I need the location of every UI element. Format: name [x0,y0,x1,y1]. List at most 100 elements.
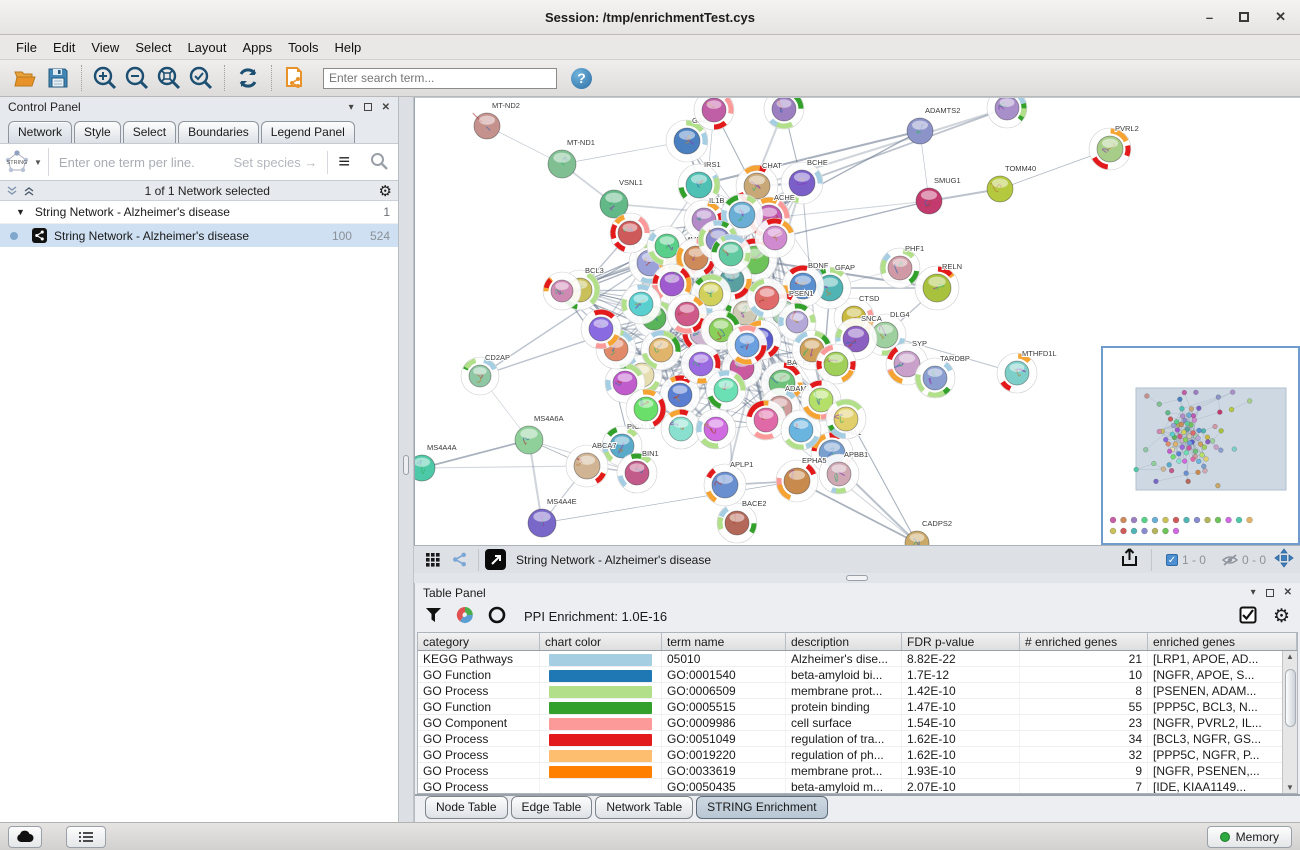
table-panel-maximize-icon[interactable] [1265,588,1274,597]
network-node-pvrl2[interactable]: PVRL2 [1088,123,1140,171]
panel-float-icon[interactable]: ▾ [348,101,354,113]
menu-item-file[interactable]: File [16,39,37,55]
network-node[interactable] [763,98,805,130]
column-header-term-name[interactable]: term name [662,633,786,650]
table-row[interactable]: GO Process GO:0050435 beta-amyloid m... 2.0… [418,779,1297,793]
export-network-icon[interactable] [1119,548,1141,571]
network-node-apbb1[interactable]: APBB1 [818,449,869,495]
network-node[interactable] [695,408,737,450]
column-header-description[interactable]: description [786,633,902,650]
save-session-button[interactable] [42,63,74,93]
table-tab-node-table[interactable]: Node Table [425,796,508,819]
network-node-ms4a6a[interactable]: MS4A6A [514,413,565,455]
network-node-tardbp[interactable]: TARDBP [914,353,971,399]
network-node-tomm40[interactable]: TOMM40 [986,163,1037,203]
filter-icon[interactable] [425,607,442,626]
expand-all-icon[interactable] [23,185,36,197]
network-node[interactable] [815,343,857,385]
network-node[interactable] [745,399,787,441]
tab-select[interactable]: Select [122,121,177,143]
network-node[interactable] [746,277,788,319]
table-row[interactable]: GO Process GO:0033619 membrane prot... 1.93… [418,763,1297,779]
panel-maximize-icon[interactable] [363,103,372,111]
network-node[interactable] [666,293,708,335]
network-node-bace2[interactable]: BACE2 [716,498,768,544]
network-node-abca7[interactable]: ABCA7 [565,440,618,488]
network-node[interactable] [680,343,722,385]
network-node-bche[interactable]: BCHE [780,157,829,205]
network-canvas[interactable]: MT-ND2MT-ND1VSNL1GAB2ADAMTS2PVRL2TOMM40S… [414,97,1300,545]
memory-button[interactable]: Memory [1206,825,1292,848]
network-node-adamts2[interactable]: ADAMTS2 [906,105,961,145]
close-button[interactable]: ✕ [1275,9,1286,24]
scroll-up-icon[interactable]: ▲ [1286,652,1294,661]
table-tab-edge-table[interactable]: Edge Table [510,796,593,819]
network-node[interactable] [625,388,667,430]
selected-checkbox-icon[interactable]: ✓ [1165,553,1178,566]
pan-navigation-icon[interactable] [1274,548,1294,571]
grid-view-icon[interactable] [420,545,446,575]
network-node-irs1[interactable]: IRS1 [677,159,722,207]
table-row[interactable]: GO Process GO:0006509 membrane prot... 1.42… [418,683,1297,699]
table-tab-string-enrichment[interactable]: STRING Enrichment [696,796,828,819]
menu-item-select[interactable]: Select [135,39,172,55]
network-panel-gear-icon[interactable]: ⚙ [378,182,392,200]
network-node[interactable] [609,212,651,254]
table-settings-gear-icon[interactable]: ⚙ [1272,606,1290,627]
network-node[interactable] [640,329,682,371]
string-search-icon[interactable] [360,152,398,173]
string-dropdown-caret[interactable]: ▼ [34,157,42,167]
network-node[interactable] [780,409,822,451]
table-row[interactable]: GO Function GO:0005515 protein binding 1.47… [418,699,1297,715]
zoom-out-button[interactable] [121,63,153,93]
table-row[interactable]: KEGG Pathways 05010 Alzheimer's dise... 8.8… [418,651,1297,667]
string-logo-icon[interactable]: STRING [0,149,34,175]
horizontal-splitter[interactable] [414,573,1300,583]
network-node[interactable] [726,324,768,366]
menu-item-edit[interactable]: Edit [52,39,76,55]
network-node-mthfd1l[interactable]: MTHFD1L [996,348,1058,394]
table-row[interactable]: GO Component GO:0009986 cell surface 1.54E-… [418,715,1297,731]
menu-item-layout[interactable]: Layout [187,39,227,55]
help-icon[interactable]: ? [571,67,592,89]
string-query-input[interactable]: Enter one term per line. [58,154,195,170]
zoom-fit-button[interactable] [153,63,185,93]
zoom-selected-button[interactable] [185,63,217,93]
table-row[interactable]: GO Process GO:0051049 regulation of tra...… [418,731,1297,747]
network-node[interactable] [646,225,688,267]
network-node-syp[interactable]: SYP [885,338,929,386]
network-node[interactable] [693,98,735,131]
menu-item-view[interactable]: View [91,39,120,55]
zoom-in-button[interactable] [89,63,121,93]
scroll-down-icon[interactable]: ▼ [1286,783,1294,792]
column-header-fdr-p-value[interactable]: FDR p-value [902,633,1020,650]
network-node-aplp1[interactable]: APLP1 [703,459,754,507]
tab-boundaries[interactable]: Boundaries [178,121,259,143]
menu-item-apps[interactable]: Apps [242,39,273,55]
network-node[interactable] [705,369,747,411]
panel-close-icon[interactable]: ✕ [381,101,390,113]
vertical-splitter[interactable] [399,97,414,822]
open-in-window-button[interactable] [485,549,506,570]
table-tab-network-table[interactable]: Network Table [595,796,694,819]
network-node-mt-nd2[interactable]: MT-ND2 [472,100,521,140]
table-panel-close-icon[interactable]: ✕ [1283,587,1292,598]
network-node-ms4a4e[interactable]: MS4A4E [527,496,578,538]
network-node-bin1[interactable]: BIN1 [616,448,660,494]
table-panel-float-icon[interactable]: ▾ [1250,587,1256,598]
network-node[interactable] [542,271,582,311]
task-history-button[interactable] [66,825,106,848]
open-session-button[interactable] [10,63,42,93]
network-node-smug1[interactable]: SMUG1 [915,175,962,215]
cloud-tasks-button[interactable] [8,825,42,848]
network-node-cadps2[interactable]: CADPS2 [904,518,953,545]
set-species-hint[interactable]: Set species → [233,154,318,170]
refresh-button[interactable] [232,63,264,93]
menu-item-tools[interactable]: Tools [288,39,319,55]
column-header-chart-color[interactable]: chart color [540,633,662,650]
network-node[interactable] [754,217,796,259]
minimize-button[interactable]: – [1205,9,1214,25]
network-node-vsnl1[interactable]: VSNL1 [599,177,644,219]
select-columns-icon[interactable] [1239,606,1257,627]
search-input[interactable] [323,67,557,89]
